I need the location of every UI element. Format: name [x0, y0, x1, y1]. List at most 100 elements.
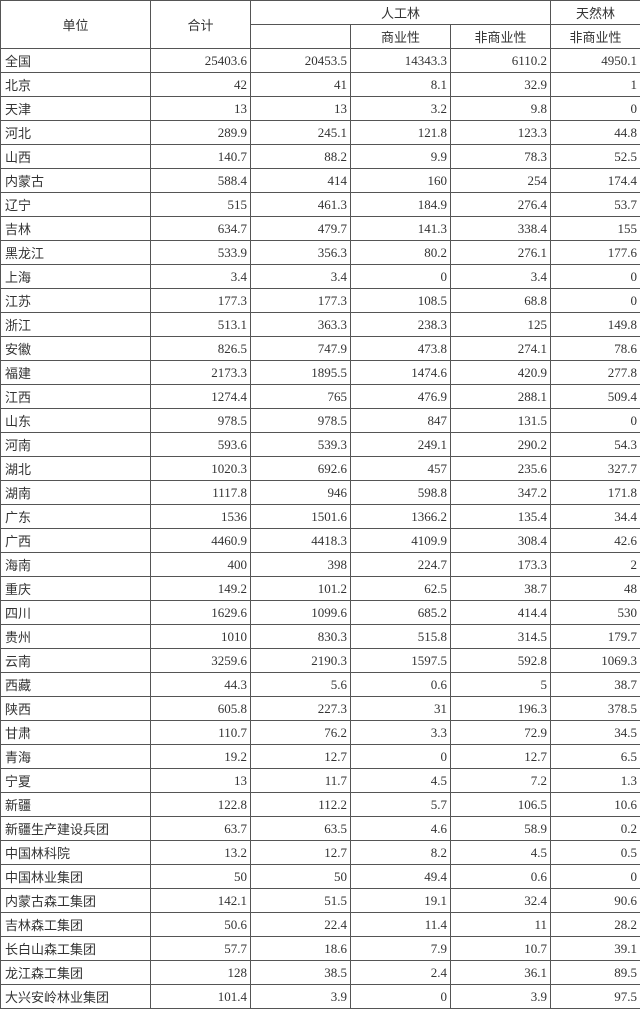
value-cell: 1597.5 [351, 649, 451, 673]
value-cell: 149.8 [551, 313, 640, 337]
value-cell: 254 [451, 169, 551, 193]
value-cell: 509.4 [551, 385, 640, 409]
value-cell: 588.4 [151, 169, 251, 193]
value-cell: 1366.2 [351, 505, 451, 529]
region-cell: 长白山森工集团 [1, 937, 151, 961]
region-cell: 青海 [1, 745, 151, 769]
value-cell: 3.9 [251, 985, 351, 1009]
region-cell: 广西 [1, 529, 151, 553]
value-cell: 473.8 [351, 337, 451, 361]
value-cell: 140.7 [151, 145, 251, 169]
value-cell: 32.4 [451, 889, 551, 913]
table-row: 福建2173.31895.51474.6420.9277.8 [1, 361, 640, 385]
value-cell: 235.6 [451, 457, 551, 481]
region-cell: 浙江 [1, 313, 151, 337]
value-cell: 765 [251, 385, 351, 409]
value-cell: 308.4 [451, 529, 551, 553]
table-row: 广东15361501.61366.2135.434.4 [1, 505, 640, 529]
value-cell: 0 [551, 97, 640, 121]
table-row: 贵州1010830.3515.8314.5179.7 [1, 625, 640, 649]
header-unit: 单位 [1, 1, 151, 49]
table-body: 全国25403.620453.514343.36110.24950.1北京424… [1, 49, 640, 1009]
value-cell: 10.6 [551, 793, 640, 817]
value-cell: 0.5 [551, 841, 640, 865]
table-row: 黑龙江533.9356.380.2276.1177.6 [1, 241, 640, 265]
value-cell: 122.8 [151, 793, 251, 817]
value-cell: 2173.3 [151, 361, 251, 385]
value-cell: 2.4 [351, 961, 451, 985]
value-cell: 110.7 [151, 721, 251, 745]
value-cell: 3.4 [251, 265, 351, 289]
value-cell: 78.3 [451, 145, 551, 169]
region-cell: 天津 [1, 97, 151, 121]
value-cell: 3.4 [451, 265, 551, 289]
value-cell: 20453.5 [251, 49, 351, 73]
value-cell: 593.6 [151, 433, 251, 457]
value-cell: 177.6 [551, 241, 640, 265]
value-cell: 39.1 [551, 937, 640, 961]
value-cell: 160 [351, 169, 451, 193]
value-cell: 1629.6 [151, 601, 251, 625]
value-cell: 5.6 [251, 673, 351, 697]
header-plantation: 人工林 [251, 1, 551, 25]
value-cell: 6.5 [551, 745, 640, 769]
value-cell: 605.8 [151, 697, 251, 721]
region-cell: 江苏 [1, 289, 151, 313]
value-cell: 54.3 [551, 433, 640, 457]
value-cell: 13 [151, 769, 251, 793]
value-cell: 515.8 [351, 625, 451, 649]
value-cell: 847 [351, 409, 451, 433]
value-cell: 1010 [151, 625, 251, 649]
value-cell: 4418.3 [251, 529, 351, 553]
value-cell: 9.9 [351, 145, 451, 169]
value-cell: 101.4 [151, 985, 251, 1009]
value-cell: 184.9 [351, 193, 451, 217]
value-cell: 227.3 [251, 697, 351, 721]
value-cell: 0 [551, 265, 640, 289]
value-cell: 11 [451, 913, 551, 937]
value-cell: 173.3 [451, 553, 551, 577]
value-cell: 12.7 [251, 745, 351, 769]
value-cell: 28.2 [551, 913, 640, 937]
value-cell: 826.5 [151, 337, 251, 361]
value-cell: 108.5 [351, 289, 451, 313]
table-row: 长白山森工集团57.718.67.910.739.1 [1, 937, 640, 961]
value-cell: 14343.3 [351, 49, 451, 73]
value-cell: 3.4 [151, 265, 251, 289]
value-cell: 13.2 [151, 841, 251, 865]
value-cell: 38.7 [451, 577, 551, 601]
value-cell: 476.9 [351, 385, 451, 409]
value-cell: 4.6 [351, 817, 451, 841]
value-cell: 1117.8 [151, 481, 251, 505]
header-noncommercial-1: 非商业性 [451, 25, 551, 49]
value-cell: 1274.4 [151, 385, 251, 409]
table-row: 内蒙古588.4414160254174.4 [1, 169, 640, 193]
value-cell: 830.3 [251, 625, 351, 649]
value-cell: 7.9 [351, 937, 451, 961]
table-row: 天津13133.29.80 [1, 97, 640, 121]
region-cell: 龙江森工集团 [1, 961, 151, 985]
value-cell: 592.8 [451, 649, 551, 673]
region-cell: 黑龙江 [1, 241, 151, 265]
value-cell: 141.3 [351, 217, 451, 241]
value-cell: 356.3 [251, 241, 351, 265]
region-cell: 河南 [1, 433, 151, 457]
value-cell: 121.8 [351, 121, 451, 145]
value-cell: 72.9 [451, 721, 551, 745]
table-row: 吉林森工集团50.622.411.41128.2 [1, 913, 640, 937]
value-cell: 3.2 [351, 97, 451, 121]
table-row: 江西1274.4765476.9288.1509.4 [1, 385, 640, 409]
table-row: 辽宁515461.3184.9276.453.7 [1, 193, 640, 217]
value-cell: 0 [551, 409, 640, 433]
value-cell: 978.5 [251, 409, 351, 433]
value-cell: 414.4 [451, 601, 551, 625]
value-cell: 457 [351, 457, 451, 481]
value-cell: 277.8 [551, 361, 640, 385]
value-cell: 0.6 [351, 673, 451, 697]
value-cell: 44.8 [551, 121, 640, 145]
value-cell: 12.7 [451, 745, 551, 769]
table-row: 新疆生产建设兵团63.763.54.658.90.2 [1, 817, 640, 841]
value-cell: 363.3 [251, 313, 351, 337]
region-cell: 大兴安岭林业集团 [1, 985, 151, 1009]
value-cell: 177.3 [151, 289, 251, 313]
